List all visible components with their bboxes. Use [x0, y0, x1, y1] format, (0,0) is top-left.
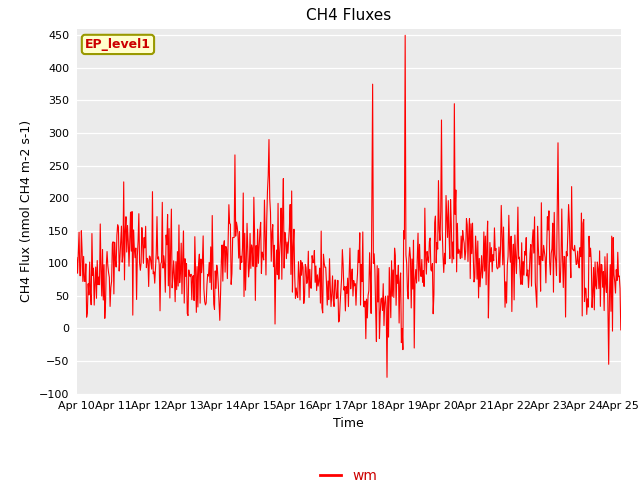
Line: wm: wm — [77, 36, 621, 377]
wm — [194, 304, 202, 310]
Text: EP_level1: EP_level1 — [85, 38, 151, 51]
Title: CH4 Fluxes: CH4 Fluxes — [306, 9, 392, 24]
wm — [617, 327, 625, 333]
wm — [223, 246, 230, 252]
X-axis label: Time: Time — [333, 417, 364, 430]
wm — [73, 255, 81, 261]
wm — [139, 239, 147, 245]
wm — [83, 314, 90, 320]
wm — [383, 374, 391, 380]
Y-axis label: CH4 Flux (nmol CH4 m-2 s-1): CH4 Flux (nmol CH4 m-2 s-1) — [20, 120, 33, 302]
wm — [433, 260, 440, 266]
wm — [417, 267, 424, 273]
wm — [401, 33, 409, 38]
Legend: wm: wm — [315, 464, 383, 480]
